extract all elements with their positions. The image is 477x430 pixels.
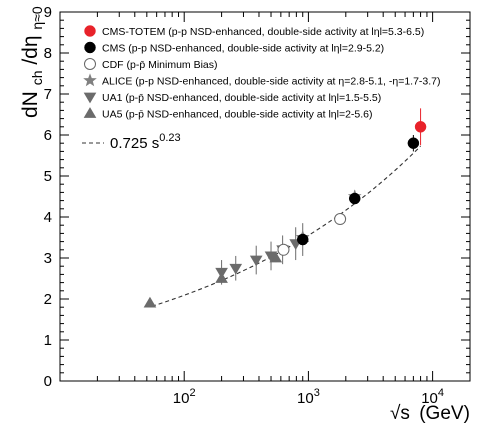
fit-curve: [151, 145, 421, 307]
data-point-triangle-up: [269, 251, 283, 263]
x-axis-title-main: √s: [390, 403, 410, 424]
y-axis-title-sub-ch: ch: [29, 71, 45, 86]
x-tick-label: 102: [173, 387, 196, 407]
plot-frame: [59, 11, 471, 382]
legend-label: CMS-TOTEM (p-p NSD-enhanced, double-side…: [102, 26, 424, 38]
y-tick-label: 8: [44, 45, 52, 62]
y-tick-label: 0: [44, 373, 52, 390]
y-axis-title-mid: /dη: [19, 35, 42, 64]
data-point-circle: [348, 192, 361, 205]
data-point-triangle-up: [143, 296, 157, 308]
x-tick-label: 103: [297, 387, 320, 407]
data-point-triangle-down: [249, 255, 263, 267]
axis-ticks: [59, 11, 471, 382]
data-point-circle: [334, 213, 347, 226]
legend-marker-star: [83, 73, 97, 87]
data-points: [143, 108, 427, 308]
data-point-triangle-down: [229, 263, 243, 275]
legend-label: UA5 (p-p̄ NSD-enhanced, double-side acti…: [102, 109, 373, 121]
legend-marker-triangle-down: [83, 92, 97, 104]
data-point-triangle-down: [215, 267, 228, 279]
x-tick-label-base: 10: [421, 390, 438, 407]
fit-label-exp: 0.23: [159, 132, 180, 144]
legend-label: CMS (p-p NSD-enhanced, double-side activ…: [102, 43, 384, 55]
fit-label-text: 0.725 s: [110, 135, 159, 152]
x-axis-title: √s (GeV): [390, 403, 470, 424]
legend-label: CDF (p-p̄ Minimum Bias): [102, 59, 218, 71]
data-point-circle: [407, 137, 420, 149]
y-tick-label: 4: [44, 209, 52, 226]
x-tick-label-base: 10: [173, 390, 190, 407]
x-tick-label-exp: 3: [314, 387, 320, 399]
x-tick-labels: 102 103 104: [173, 387, 444, 407]
x-axis-title-unit: (GeV): [419, 403, 470, 424]
y-tick-label: 6: [44, 127, 52, 144]
y-axis-title-main: dN: [19, 91, 42, 118]
data-point-circle: [296, 233, 309, 246]
legend-marker-triangle-up: [83, 107, 97, 118]
x-tick-label: 104: [421, 387, 444, 407]
y-tick-label: 3: [44, 250, 52, 267]
legend-fit-label: 0.725 s0.23: [110, 132, 181, 152]
legend-label: ALICE (p-p NSD-enhanced, double-side act…: [102, 76, 441, 88]
y-axis-title: dN ch /dη η≈0: [19, 6, 47, 118]
legend-marker-circle: [84, 25, 96, 37]
data-point-circle: [414, 121, 427, 133]
y-tick-label: 1: [44, 332, 52, 349]
data-point-triangle-down: [264, 251, 278, 263]
x-tick-label-exp: 2: [189, 387, 195, 399]
y-tick-label: 7: [44, 86, 52, 103]
data-point-circle: [277, 243, 290, 256]
legend-label: UA1 (p-p̄ NSD-enhanced, double-side acti…: [102, 92, 381, 104]
x-tick-label-exp: 4: [438, 387, 444, 399]
y-axis-title-sub-eta: η≈0: [29, 6, 45, 29]
y-tick-label: 2: [44, 291, 52, 308]
y-tick-label: 9: [44, 4, 52, 21]
y-tick-label: 5: [44, 168, 52, 185]
y-tick-labels: 0 1 2 3 4 5 6 7 8 9: [44, 4, 52, 390]
x-tick-label-base: 10: [297, 390, 314, 407]
legend: CMS-TOTEM (p-p NSD-enhanced, double-side…: [82, 25, 441, 152]
legend-marker-circle: [84, 41, 96, 54]
legend-marker-circle: [84, 58, 96, 70]
